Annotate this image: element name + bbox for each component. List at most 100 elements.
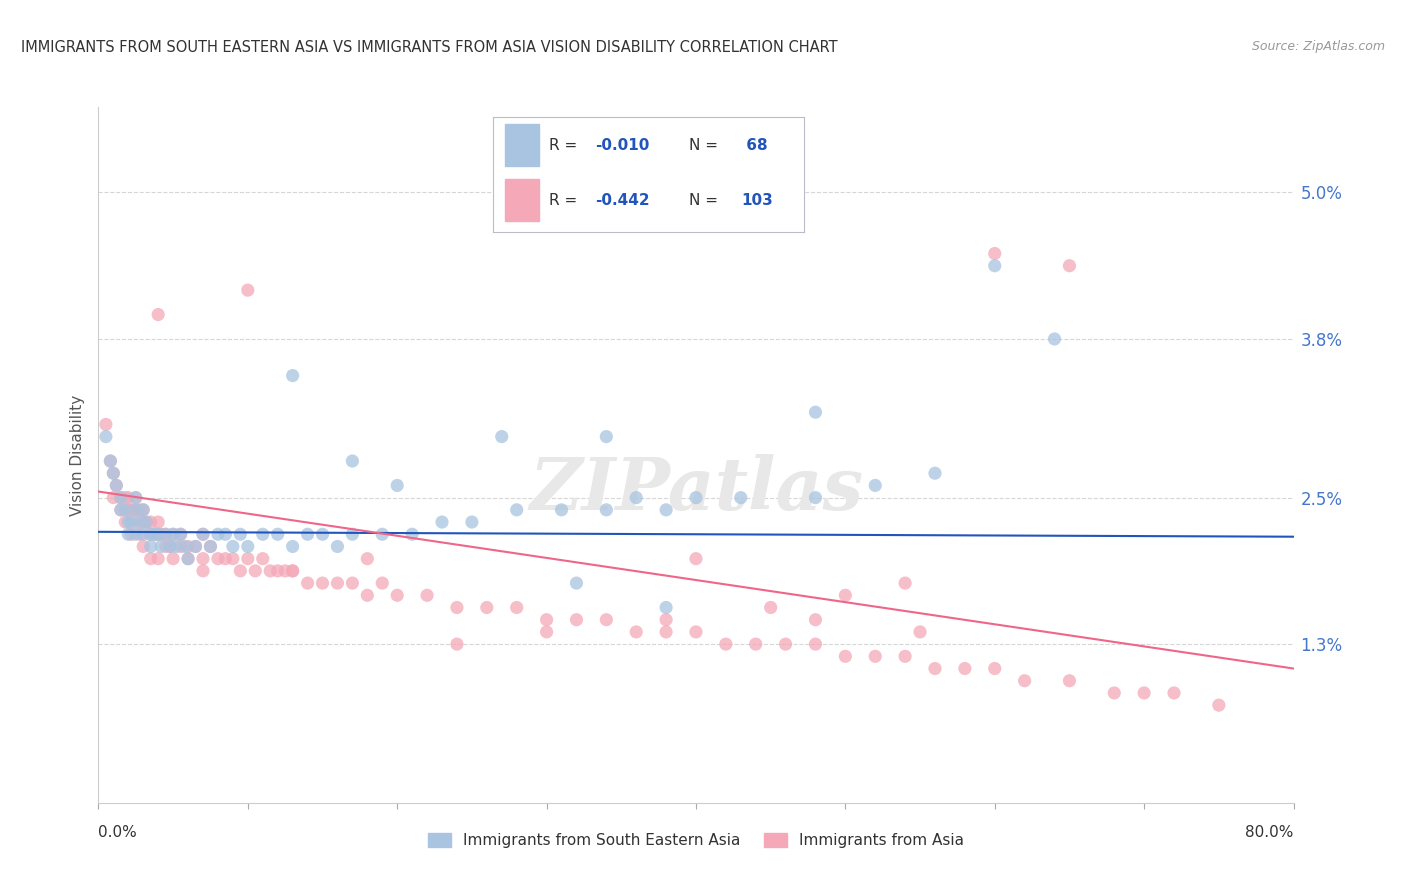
Point <box>356 551 378 566</box>
Point <box>129 527 152 541</box>
Point <box>804 405 827 419</box>
Point <box>125 491 148 505</box>
Point <box>245 564 267 578</box>
Point <box>730 491 752 505</box>
Point <box>155 527 177 541</box>
Point <box>125 491 148 505</box>
Point <box>191 527 214 541</box>
Point <box>371 527 394 541</box>
Point <box>135 515 157 529</box>
Point <box>191 551 214 566</box>
Point <box>129 515 152 529</box>
Point <box>129 503 152 517</box>
Point <box>177 551 200 566</box>
Point <box>143 527 166 541</box>
Point <box>177 551 200 566</box>
Point <box>274 564 297 578</box>
Point <box>191 527 214 541</box>
Point <box>117 491 139 505</box>
Point <box>506 600 529 615</box>
Point <box>214 551 236 566</box>
Point <box>148 515 170 529</box>
Point <box>177 540 200 554</box>
Point <box>491 429 513 443</box>
Point <box>385 478 409 492</box>
Point <box>135 515 157 529</box>
Point <box>595 429 617 443</box>
Point <box>252 527 274 541</box>
Point <box>759 600 782 615</box>
Point <box>94 429 117 443</box>
Point <box>229 527 252 541</box>
Point <box>745 637 768 651</box>
Legend: Immigrants from South Eastern Asia, Immigrants from Asia: Immigrants from South Eastern Asia, Immi… <box>422 827 970 855</box>
Point <box>655 503 678 517</box>
Point <box>804 613 827 627</box>
Point <box>342 527 364 541</box>
Point <box>1133 686 1156 700</box>
Point <box>1059 259 1081 273</box>
Point <box>162 527 184 541</box>
Point <box>120 527 142 541</box>
Point <box>98 454 122 468</box>
Point <box>924 661 946 675</box>
Point <box>200 540 222 554</box>
Point <box>162 527 184 541</box>
Point <box>169 527 191 541</box>
Point <box>908 624 931 639</box>
Point <box>98 454 122 468</box>
Point <box>132 503 155 517</box>
Point <box>139 527 162 541</box>
Point <box>267 564 290 578</box>
Point <box>326 576 349 591</box>
Point <box>953 661 976 675</box>
Point <box>184 540 207 554</box>
Point <box>132 515 155 529</box>
Point <box>125 503 148 517</box>
Point <box>655 624 678 639</box>
Point <box>624 624 647 639</box>
Point <box>229 564 252 578</box>
Point <box>865 649 887 664</box>
Point <box>865 478 887 492</box>
Point <box>125 527 148 541</box>
Point <box>148 527 170 541</box>
Point <box>311 527 333 541</box>
Point <box>1208 698 1230 713</box>
Point <box>804 491 827 505</box>
Point <box>595 503 617 517</box>
Point <box>236 283 259 297</box>
Point <box>446 637 468 651</box>
Point <box>103 467 125 481</box>
Point <box>132 527 155 541</box>
Point <box>624 491 647 505</box>
Text: IMMIGRANTS FROM SOUTH EASTERN ASIA VS IMMIGRANTS FROM ASIA VISION DISABILITY COR: IMMIGRANTS FROM SOUTH EASTERN ASIA VS IM… <box>21 40 838 55</box>
Point <box>214 527 236 541</box>
Point <box>565 576 588 591</box>
Point <box>207 551 229 566</box>
Text: 80.0%: 80.0% <box>1246 825 1294 840</box>
Point <box>169 527 191 541</box>
Point <box>685 491 707 505</box>
Point <box>148 308 170 322</box>
Point <box>983 661 1005 675</box>
Point <box>281 540 304 554</box>
Point <box>281 368 304 383</box>
Point <box>236 551 259 566</box>
Point <box>416 588 439 602</box>
Point <box>150 540 173 554</box>
Point <box>110 491 132 505</box>
Point <box>155 540 177 554</box>
Point <box>252 551 274 566</box>
Point <box>139 551 162 566</box>
Point <box>132 503 155 517</box>
Point <box>103 467 125 481</box>
Point <box>983 246 1005 260</box>
Point <box>714 637 737 651</box>
Point <box>461 515 484 529</box>
Point <box>94 417 117 432</box>
Text: 0.0%: 0.0% <box>98 825 138 840</box>
Point <box>207 527 229 541</box>
Point <box>475 600 498 615</box>
Point <box>114 503 136 517</box>
